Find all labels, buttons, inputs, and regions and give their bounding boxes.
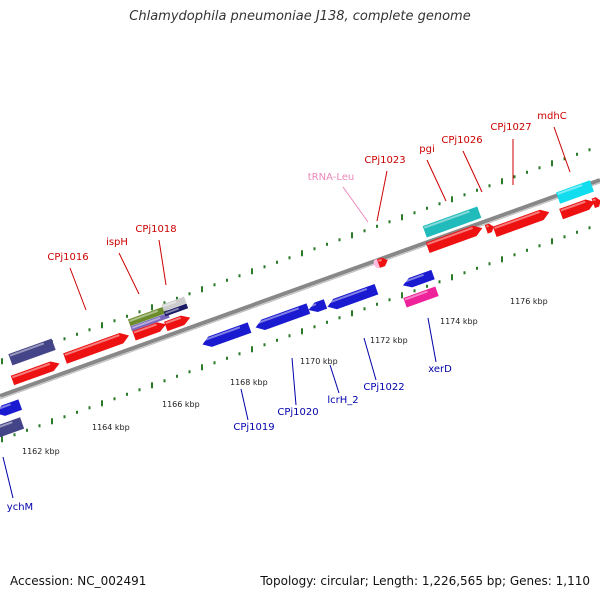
leader-line <box>342 186 369 223</box>
gene-arrow-fwd <box>10 361 60 386</box>
gene-arrow-ispH <box>132 322 166 341</box>
gene-label-forward: pgi <box>419 144 434 155</box>
gene-features <box>0 180 600 439</box>
leader-line <box>553 126 571 173</box>
gene-label-reverse: CPj1019 <box>233 422 274 433</box>
accession-text: Accession: NC_002491 <box>10 574 147 588</box>
backbone-highlight <box>0 182 600 400</box>
gene-label-forward: tRNA-Leu <box>308 172 354 183</box>
gene-arrow-mdhC-edge <box>591 197 600 209</box>
kbp-label: 1168 kbp <box>230 378 268 387</box>
leader-line <box>69 267 87 311</box>
kbp-label: 1166 kbp <box>162 400 200 409</box>
gene-box-purple <box>130 312 170 332</box>
leader-line <box>426 159 447 202</box>
leader-line <box>329 364 340 394</box>
gene-arrow-cpj1016 <box>63 333 129 364</box>
gene-label-forward: mdhC <box>537 111 566 122</box>
gene-box-cyan-pgi <box>422 206 482 238</box>
kbp-label: 1176 kbp <box>510 297 548 306</box>
label-leader-lines <box>2 126 571 499</box>
gene-label-reverse: CPj1022 <box>363 382 404 393</box>
gene-box-cyan-mdhC <box>556 180 594 204</box>
kbp-label: 1170 kbp <box>300 357 338 366</box>
gene-arrow-cpj1027 <box>559 199 595 220</box>
gene-label-reverse: xerD <box>428 364 452 375</box>
leader-line <box>363 337 377 381</box>
gene-label-forward: CPj1016 <box>47 252 88 263</box>
kbp-label: 1172 kbp <box>370 336 408 345</box>
gene-label-reverse: lcrH_2 <box>327 395 358 406</box>
genome-backbone <box>0 178 600 400</box>
tick-marks <box>1 148 591 443</box>
gene-label-forward: ispH <box>106 237 128 248</box>
gene-box-navy <box>163 303 189 317</box>
gene-box-olive <box>127 305 169 327</box>
leader-line <box>376 170 388 222</box>
gene-label-reverse: CPj1020 <box>277 407 318 418</box>
gene-arrow-cpj1026 <box>492 209 550 237</box>
gene-arrow-pgi <box>425 225 483 253</box>
leader-line <box>158 239 167 286</box>
gene-label-reverse: ychM <box>7 502 33 513</box>
gene-label-forward: CPj1026 <box>441 135 482 146</box>
gene-box-magenta <box>403 286 439 308</box>
page-title: Chlamydophila pneumoniae J138, complete … <box>129 9 471 24</box>
kbp-scale-labels: 1162 kbp 1164 kbp 1166 kbp 1168 kbp 1170 kbp… <box>22 297 548 456</box>
backbone-line <box>0 178 600 398</box>
gene-box-grey <box>161 296 187 312</box>
gene-box-lower-left <box>0 417 25 439</box>
gene-arrow-lcrH_2 <box>308 299 328 313</box>
gene-arrow-cpj1018 <box>164 315 191 332</box>
leader-line <box>291 357 297 406</box>
genome-summary-text: Topology: circular; Length: 1,226,565 bp… <box>260 574 590 588</box>
leader-line <box>240 388 249 421</box>
gene-arrow-xerD <box>402 269 435 288</box>
gene-arrow-cpj1022 <box>326 284 379 310</box>
leader-line <box>2 456 14 499</box>
kbp-label: 1164 kbp <box>92 423 130 432</box>
kbp-label: 1174 kbp <box>440 317 478 326</box>
gene-arrow-cpj1023 <box>376 257 388 268</box>
gene-labels: CPj1016 ispH CPj1018 tRNA-Leu CPj1023 pgi CPj1… <box>7 111 567 513</box>
gene-arrow-cpj1026-a <box>484 223 494 234</box>
gene-label-forward: CPj1027 <box>490 122 531 133</box>
leader-line <box>118 252 140 295</box>
trna-leu-arrow <box>373 258 380 269</box>
gene-label-forward: CPj1023 <box>364 155 405 166</box>
leader-line <box>427 317 437 363</box>
gene-arrow-cpj1019 <box>201 322 252 347</box>
gene-arrow-ychM <box>0 399 23 416</box>
gene-label-forward: CPj1018 <box>135 224 176 235</box>
leader-line <box>462 150 483 193</box>
genome-map: CPj1016 ispH CPj1018 tRNA-Leu CPj1023 pgi CPj1… <box>0 111 600 513</box>
gene-box-upper-left <box>8 338 56 366</box>
kbp-label: 1162 kbp <box>22 447 60 456</box>
gene-arrow-cpj1020 <box>255 303 311 330</box>
